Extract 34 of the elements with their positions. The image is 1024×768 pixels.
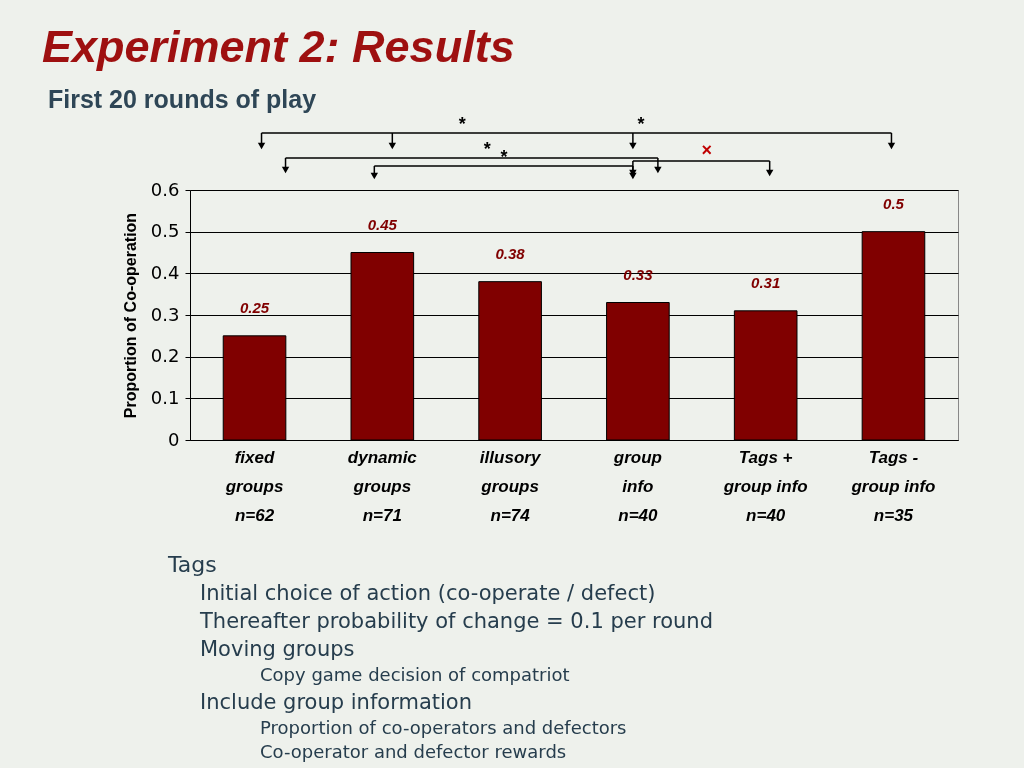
text: Initial choice of action (co-operate / defect) xyxy=(200,581,656,605)
data-label: 0.45 xyxy=(367,215,398,233)
chart-title: Experiment 2: Results xyxy=(42,21,515,72)
data-label: 0.5 xyxy=(883,194,905,212)
text: × xyxy=(701,140,712,160)
text: * xyxy=(637,114,645,134)
x-tick-label: illusory groups n=74 xyxy=(479,447,542,525)
text: Copy game decision of compatriot xyxy=(260,664,570,685)
text: * xyxy=(500,147,508,167)
y-tick-label: 0.1 xyxy=(150,386,180,408)
text: Co-operator and defector rewards xyxy=(260,741,567,762)
y-tick-label: 0.6 xyxy=(150,178,180,200)
text: * xyxy=(458,114,466,134)
y-axis-title: Proportion of Co-operation xyxy=(121,212,139,419)
x-tick-label: fixed groups n=62 xyxy=(224,447,284,525)
text: Proportion of co-operators and defectors xyxy=(260,717,627,738)
y-tick-label: 0.2 xyxy=(150,345,180,367)
data-label: 0.31 xyxy=(751,273,781,291)
text: * xyxy=(483,139,491,159)
data-label: 0.38 xyxy=(495,244,526,262)
y-tick-label: 0.4 xyxy=(150,261,180,283)
text: Include group information xyxy=(200,690,472,714)
x-tick-label: dynamic groups n=71 xyxy=(347,447,418,525)
y-tick-label: 0 xyxy=(168,428,180,450)
text: Tags xyxy=(167,552,217,577)
text: Moving groups xyxy=(200,637,355,661)
x-tick-label: Tags - group info n=35 xyxy=(850,447,936,525)
chart-subtitle: First 20 rounds of play xyxy=(48,85,317,113)
y-tick-label: 0.5 xyxy=(150,220,180,242)
text: Thereafter probability of change = 0.1 per round xyxy=(199,609,713,633)
x-tick-label: Tags + group info n=40 xyxy=(722,447,808,525)
data-label: 0.25 xyxy=(239,298,270,316)
y-tick-label: 0.3 xyxy=(150,303,180,325)
x-tick-label: group info n=40 xyxy=(612,447,662,525)
